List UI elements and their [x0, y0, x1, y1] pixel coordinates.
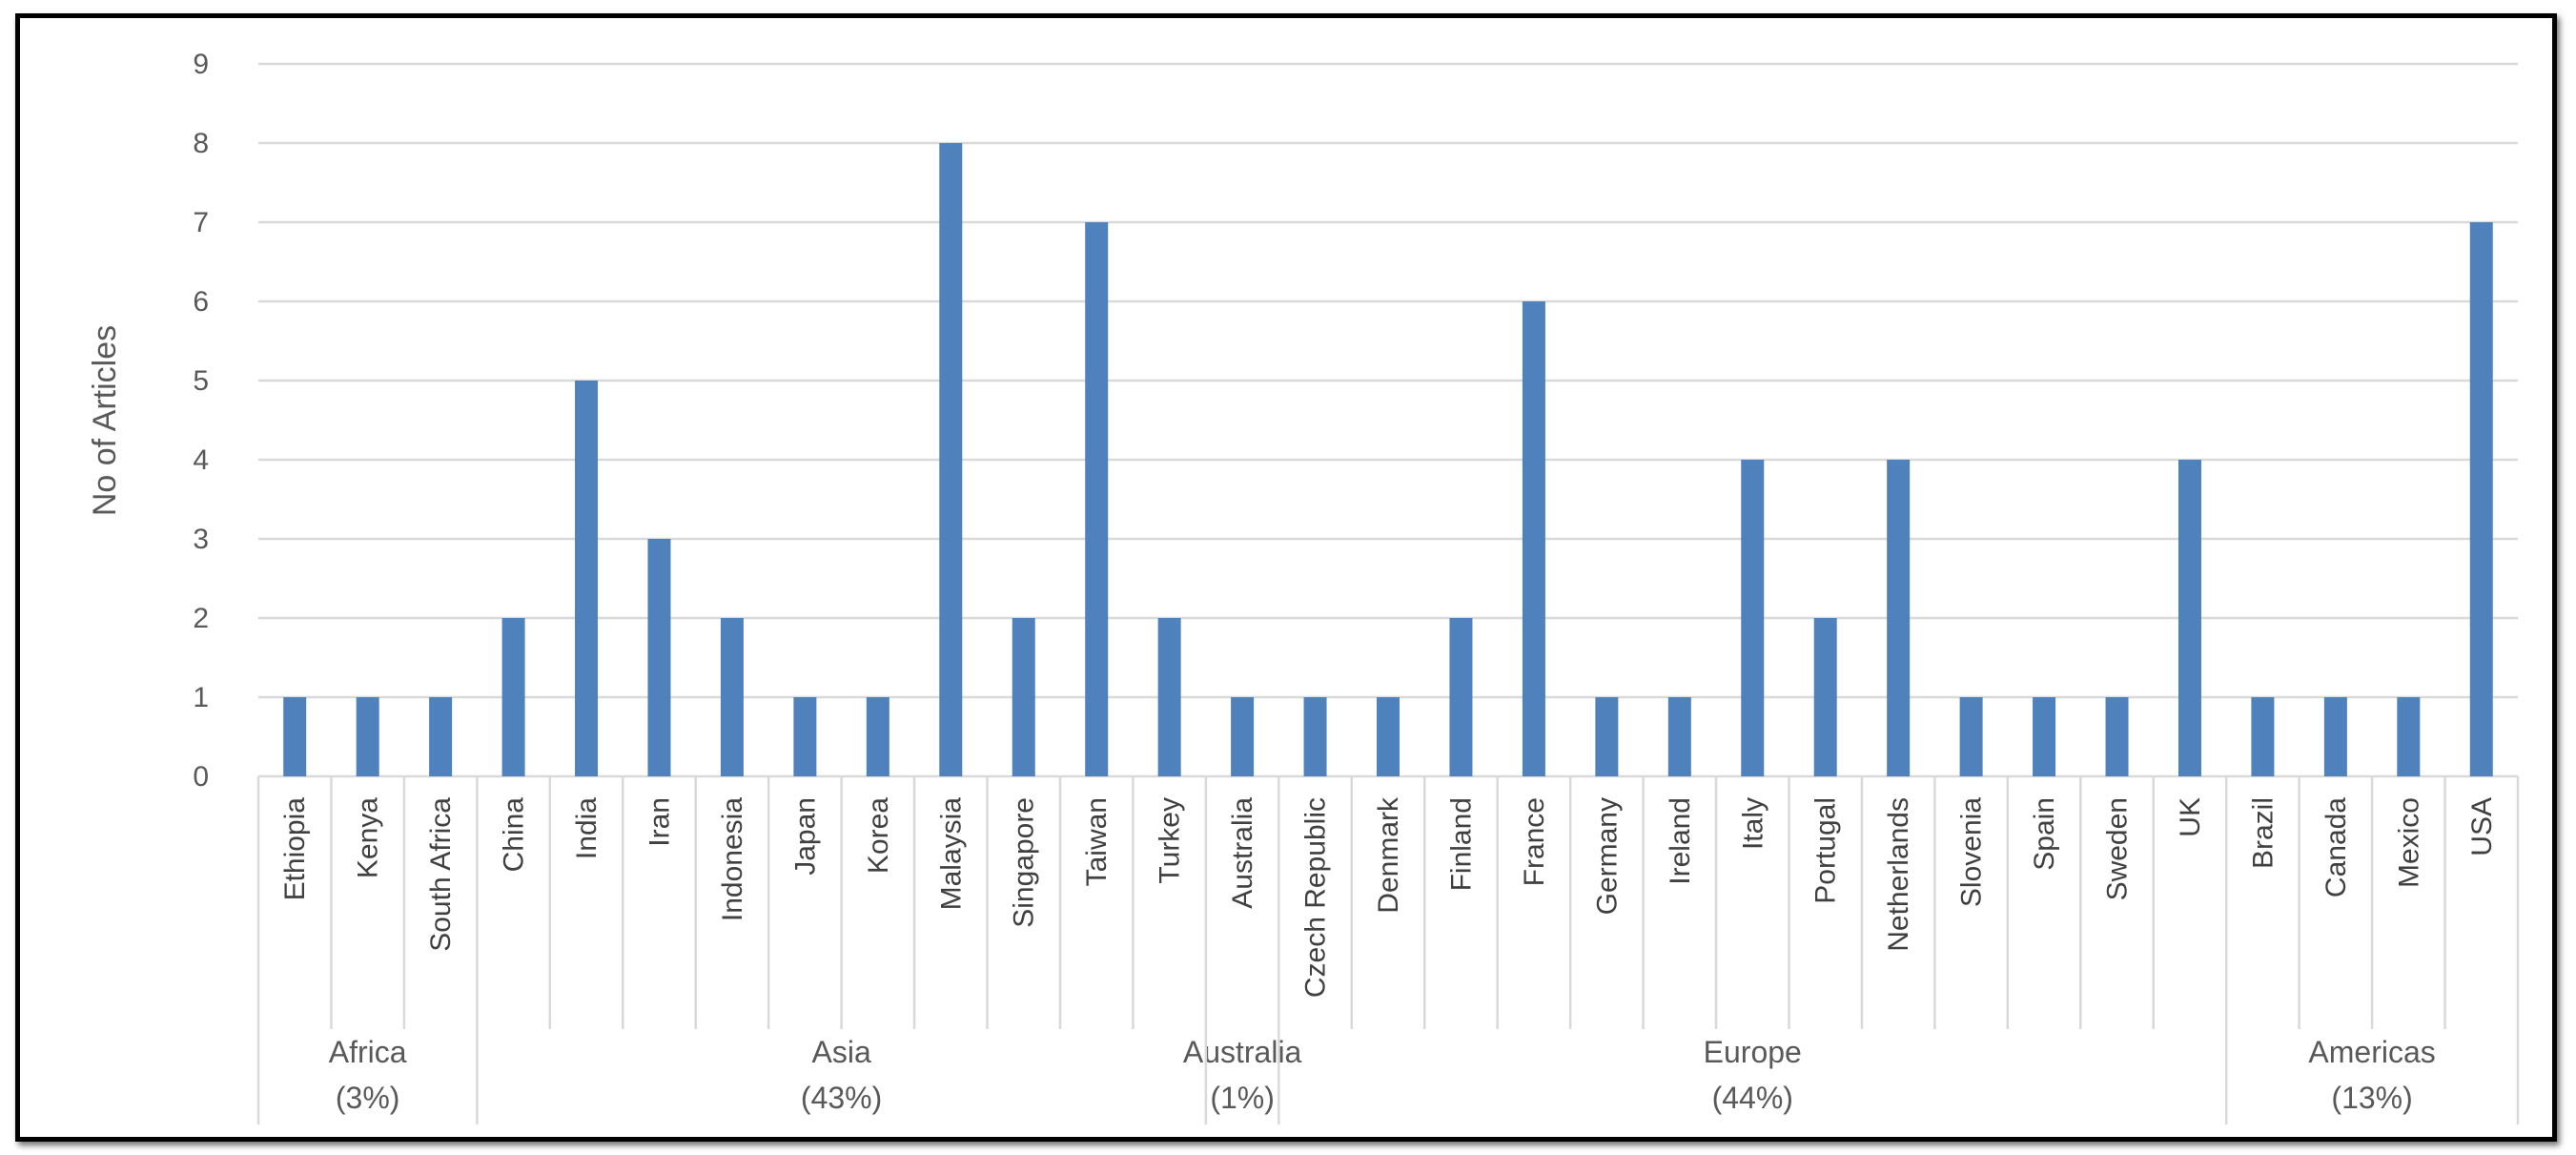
bar: [2397, 697, 2421, 776]
bar: [1157, 618, 1181, 776]
region-share: (43%): [801, 1081, 882, 1115]
region-groups: Africa (3%) Asia (43%) Australia (1%) Europe (4…: [256, 776, 2520, 1124]
y-tick-label: 5: [193, 365, 209, 397]
bar: [501, 618, 525, 776]
category-label: USA: [2466, 797, 2498, 856]
bar: [283, 697, 307, 776]
category-label: Korea: [863, 797, 894, 874]
category-label: South Africa: [425, 797, 457, 952]
bar: [575, 381, 599, 776]
category-label: Australia: [1227, 797, 1258, 909]
bar: [356, 697, 379, 776]
region-share: (13%): [2331, 1081, 2412, 1115]
region-label: Australia: [1183, 1035, 1302, 1069]
y-tick-label: 3: [193, 524, 209, 555]
category-label: Singapore: [1009, 797, 1040, 928]
bar: [1449, 618, 1473, 776]
y-axis-label: No of Articles: [87, 325, 123, 516]
region-share: (1%): [1210, 1081, 1275, 1115]
category-label: Slovenia: [1956, 797, 1988, 907]
category-label: Spain: [2029, 797, 2060, 871]
category-label: Canada: [2320, 797, 2352, 897]
category-label: Malaysia: [935, 797, 967, 911]
bar: [2469, 222, 2493, 776]
category-label: Ethiopia: [279, 797, 311, 901]
region-label: Asia: [811, 1035, 870, 1069]
bar: [720, 618, 744, 776]
bar-chart: 0 1 2 3 4 5 6 7 8 9 No of Articles Ethiopia Kenya S…: [87, 49, 2520, 1124]
category-label: Italy: [1737, 797, 1768, 850]
category-label: Germany: [1591, 797, 1623, 915]
category-label: Ireland: [1665, 797, 1696, 885]
bar: [1231, 697, 1255, 776]
bar: [647, 539, 671, 776]
bar: [1741, 460, 1765, 776]
category-label: Turkey: [1155, 797, 1186, 884]
bar: [1522, 301, 1545, 776]
y-tick-label: 4: [193, 444, 209, 476]
bar: [1667, 697, 1691, 776]
region-label: Europe: [1704, 1035, 1802, 1069]
y-tick-label: 7: [193, 207, 209, 238]
category-labels: Ethiopia Kenya South Africa China India Iran I…: [279, 796, 2498, 998]
bar: [1303, 697, 1327, 776]
category-label: Kenya: [353, 797, 384, 878]
category-label: China: [499, 797, 530, 873]
bar: [1959, 697, 1983, 776]
region-share: (3%): [336, 1081, 400, 1115]
category-label: Brazil: [2247, 797, 2279, 869]
category-label: Japan: [789, 797, 821, 876]
bar: [939, 143, 963, 776]
bar: [2105, 697, 2129, 776]
chart-frame: 0 1 2 3 4 5 6 7 8 9 No of Articles Ethiopia Kenya S…: [15, 13, 2557, 1142]
category-label: France: [1519, 797, 1550, 886]
bar: [1012, 618, 1035, 776]
category-label: Portugal: [1810, 797, 1842, 904]
bar: [2323, 697, 2347, 776]
category-label: Denmark: [1373, 796, 1404, 914]
bar: [1595, 697, 1619, 776]
bars: [283, 143, 2493, 776]
bar: [429, 697, 453, 776]
bar: [2033, 697, 2056, 776]
y-tick-label: 0: [193, 761, 209, 793]
category-label: Netherlands: [1883, 797, 1914, 952]
y-tick-label: 2: [193, 603, 209, 634]
bar: [1377, 697, 1400, 776]
y-axis-ticks: 0 1 2 3 4 5 6 7 8 9: [193, 49, 209, 793]
region-share: (44%): [1712, 1081, 1793, 1115]
region-label: Africa: [329, 1035, 407, 1069]
bar: [866, 697, 889, 776]
category-label: Finland: [1445, 797, 1477, 891]
category-label: Mexico: [2393, 797, 2424, 888]
bar: [1813, 618, 1837, 776]
bar: [1085, 222, 1109, 776]
category-label: UK: [2175, 797, 2206, 837]
y-tick-label: 9: [193, 49, 209, 80]
category-label: Taiwan: [1081, 797, 1113, 886]
category-label: India: [571, 797, 603, 859]
category-label: Iran: [644, 797, 675, 847]
bar: [1887, 460, 1911, 776]
gridlines: [258, 62, 2518, 778]
category-label: Sweden: [2102, 797, 2134, 900]
category-label: Indonesia: [717, 797, 748, 921]
y-tick-label: 1: [193, 682, 209, 713]
bar: [793, 697, 817, 776]
category-label: Czech Republic: [1300, 797, 1332, 998]
region-label: Americas: [2308, 1035, 2435, 1069]
y-tick-label: 6: [193, 286, 209, 318]
bar: [2251, 697, 2275, 776]
y-tick-label: 8: [193, 128, 209, 159]
bar: [2177, 460, 2201, 776]
